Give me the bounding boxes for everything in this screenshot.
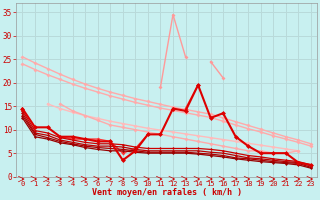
- X-axis label: Vent moyen/en rafales ( km/h ): Vent moyen/en rafales ( km/h ): [92, 188, 242, 197]
